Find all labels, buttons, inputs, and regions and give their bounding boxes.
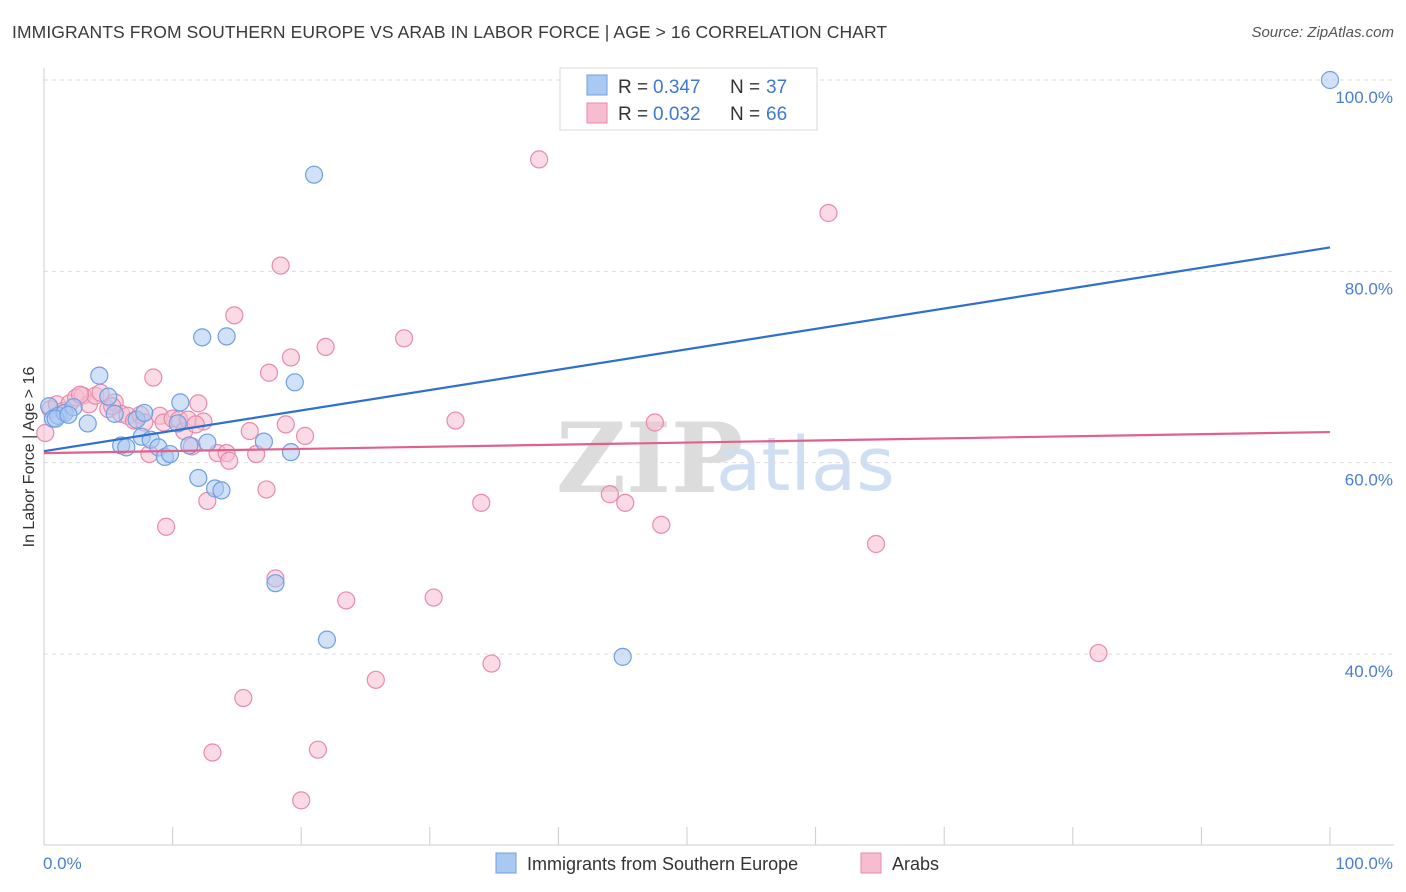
arabs-point-61 <box>866 534 886 554</box>
southern-europe-point-27 <box>254 432 274 451</box>
southern-europe-point-17 <box>160 444 180 464</box>
trend-line-arabs <box>43 430 1331 455</box>
southern-europe-point-28 <box>266 574 285 593</box>
legend-n-label-pink: N = <box>730 104 760 125</box>
arabs-point-60 <box>819 203 838 223</box>
x-tick-label-max: 100.0% <box>1335 854 1393 873</box>
arabs-point-50 <box>394 329 414 348</box>
legend-r-value-pink: 0.032 <box>653 104 701 125</box>
legend-r-label-pink: R = <box>618 104 648 125</box>
gridlines <box>44 79 1394 655</box>
chart-title: IMMIGRANTS FROM SOUTHERN EUROPE VS ARAB … <box>12 22 888 42</box>
southern-europe-point-18 <box>168 414 187 433</box>
watermark-atlas: atlas <box>716 422 895 508</box>
southern-europe-point-6 <box>90 366 109 385</box>
arabs-point-58 <box>645 413 664 432</box>
x-tick-label-min: 0.0% <box>43 854 82 873</box>
southern-europe-point-30 <box>285 373 304 392</box>
legend-swatch-blue <box>586 74 608 96</box>
arabs-point-49 <box>366 670 385 689</box>
arabs-point-53 <box>472 493 491 512</box>
arabs-point-21 <box>157 517 176 536</box>
southern-europe-point-32 <box>317 630 337 649</box>
arabs-point-59 <box>652 515 671 534</box>
legend-r-label-blue: R = <box>618 77 648 98</box>
series-southern-europe-points <box>40 70 1340 666</box>
bottom-legend-label-pink: Arabs <box>892 854 939 874</box>
legend-r-value-blue: 0.347 <box>653 77 701 98</box>
arabs-point-55 <box>530 150 549 169</box>
trend-line-southern-europe <box>43 246 1331 453</box>
arabs-point-47 <box>316 337 335 357</box>
arabs-point-65 <box>186 415 205 434</box>
arabs-point-43 <box>281 348 301 367</box>
arabs-point-30 <box>203 743 222 762</box>
southern-europe-point-13 <box>135 403 154 423</box>
legend-n-value-pink: 66 <box>766 104 787 125</box>
legend-swatch-pink <box>586 102 608 124</box>
legend-n-value-blue: 37 <box>766 77 787 98</box>
arabs-point-42 <box>276 415 295 434</box>
southern-europe-point-10 <box>117 438 136 457</box>
y-tick-labels: 40.0% 60.0% 80.0% 100.0% <box>1335 88 1393 681</box>
arabs-point-36 <box>240 421 259 441</box>
southern-europe-point-25 <box>212 481 231 500</box>
arabs-point-35 <box>234 688 253 708</box>
arabs-point-33 <box>220 451 239 470</box>
southern-europe-point-19 <box>171 393 190 412</box>
southern-europe-point-21 <box>189 468 208 488</box>
series-legend: Immigrants from Southern Europe Arabs <box>495 852 939 874</box>
y-tick-label-100: 100.0% <box>1335 88 1393 107</box>
arabs-point-45 <box>295 426 315 445</box>
x-axis-ticks <box>43 827 1331 845</box>
arabs-point-54 <box>482 654 501 673</box>
arabs-point-52 <box>446 411 465 430</box>
southern-europe-point-26 <box>217 327 236 346</box>
arabs-point-57 <box>616 493 635 512</box>
southern-europe-point-31 <box>304 165 324 184</box>
arabs-point-27 <box>189 394 208 413</box>
southern-europe-point-33 <box>613 647 632 666</box>
y-tick-label-40: 40.0% <box>1345 662 1393 681</box>
bottom-legend-label-blue: Immigrants from Southern Europe <box>527 854 798 874</box>
arabs-point-38 <box>257 480 276 499</box>
southern-europe-point-22 <box>193 328 212 347</box>
southern-europe-point-5 <box>78 414 97 433</box>
legend-n-label-blue: N = <box>730 77 760 98</box>
southern-europe-point-36 <box>59 405 78 424</box>
arabs-point-0 <box>36 423 55 443</box>
bottom-legend-swatch-blue <box>495 852 517 874</box>
source-credit: Source: ZipAtlas.com <box>1251 24 1394 41</box>
y-axis-title: In Labor Force | Age > 16 <box>21 367 38 548</box>
southern-europe-point-34 <box>1320 70 1340 90</box>
arabs-point-41 <box>271 256 290 275</box>
arabs-point-39 <box>259 363 279 382</box>
southern-europe-point-29 <box>281 443 301 462</box>
y-tick-label-60: 60.0% <box>1345 471 1393 490</box>
arabs-point-44 <box>292 791 311 810</box>
arabs-point-34 <box>225 306 244 325</box>
southern-europe-point-8 <box>105 404 124 423</box>
correlation-legend: R = 0.347 N = 37 R = 0.032 N = 66 <box>559 67 818 131</box>
trend-lines <box>43 246 1331 455</box>
arabs-point-62 <box>1089 643 1108 663</box>
arabs-point-56 <box>600 485 619 504</box>
arabs-point-18 <box>144 368 163 387</box>
arabs-point-51 <box>424 588 443 607</box>
southern-europe-point-23 <box>198 433 217 452</box>
arabs-point-48 <box>337 591 356 610</box>
arabs-point-46 <box>308 740 328 759</box>
bottom-legend-swatch-pink <box>860 852 882 874</box>
y-tick-label-80: 80.0% <box>1345 279 1393 298</box>
southern-europe-point-7 <box>99 387 118 406</box>
